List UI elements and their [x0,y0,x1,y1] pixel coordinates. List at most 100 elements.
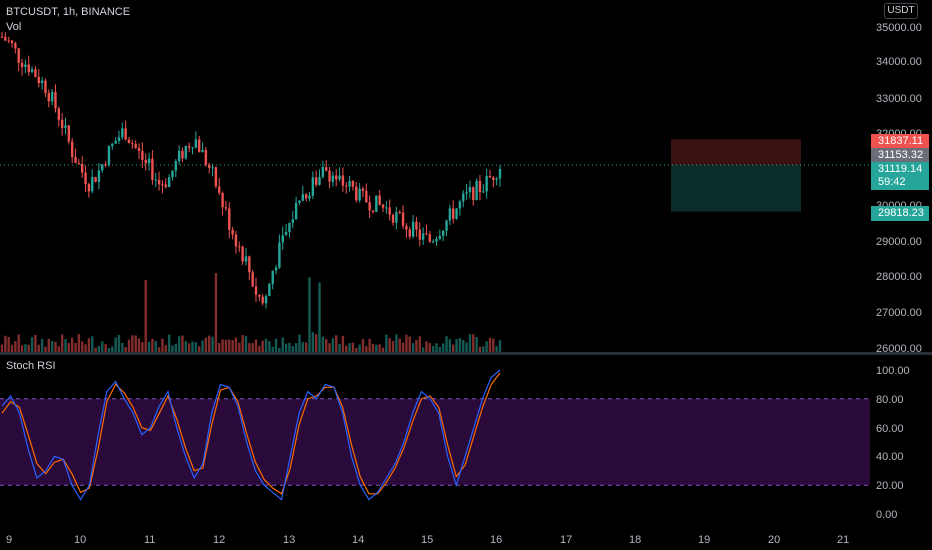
time-label: 17 [560,534,573,546]
candle-body [67,125,71,142]
candle-body [274,267,278,271]
volume-bar [17,334,20,352]
candle-body [391,214,395,223]
volume-bar [368,338,371,352]
volume-bar [214,273,218,352]
volume-bar [34,335,37,352]
candle-body [231,229,234,235]
volume-bar [335,335,338,352]
candle-body [234,234,238,247]
time-label: 19 [698,534,711,546]
volume-bar [91,336,94,352]
countdown-tag: 59:42 [871,175,929,190]
candle-body [375,195,378,212]
candle-body [408,229,411,237]
volume-bar [167,334,171,352]
volume-bar [375,344,378,352]
volume-bar [385,334,388,352]
volume-bar [294,343,298,352]
volume-bar [452,344,455,352]
oscillator-scale[interactable]: 100.00 80.00 60.00 40.00 20.00 0.00 [870,355,932,530]
candle-body [435,238,438,242]
volume-bar [365,346,368,352]
candle-body [87,183,91,192]
candle-body [141,151,144,160]
osc-tick: 60.00 [876,423,904,435]
volume-bar [421,347,425,352]
candle-body [184,146,188,159]
pane-divider[interactable] [0,352,932,355]
volume-bar [462,339,465,352]
currency-button[interactable]: USDT [884,3,918,19]
price-tick: 34000.00 [876,56,922,68]
time-label: 13 [283,534,296,546]
volume-bar [314,334,318,352]
symbol-legend[interactable]: BTCUSDT, 1h, BINANCE [6,6,131,18]
volume-bar [391,340,395,352]
stoch-rsi-legend[interactable]: Stoch RSI [6,360,56,372]
volume-legend[interactable]: Vol [6,21,22,33]
volume-bar [241,335,244,352]
volume-bar [47,338,50,352]
candle-body [311,177,315,196]
price-chart-pane[interactable] [0,0,870,352]
volume-bar [458,338,462,352]
volume-bar [238,342,241,352]
volume-bar [411,343,415,352]
candle-body [244,256,248,262]
candle-body [117,137,121,141]
candle-body [30,69,34,72]
volume-bar [171,345,174,352]
candle-body [70,141,74,157]
candle-body [411,221,415,237]
candle-body [258,294,261,297]
volume-bar [492,338,495,352]
volume-bar [361,339,365,352]
volume-bar [50,341,54,352]
volume-bar [204,337,208,352]
volume-bar [398,338,401,352]
volume-bar [84,344,87,352]
volume-bar [124,347,127,352]
volume-bar [164,345,167,352]
candle-body [208,164,211,168]
candle-body [284,232,288,236]
candle-body [124,128,127,140]
time-label: 20 [768,534,781,546]
candle-body [134,144,137,148]
volume-bar [425,341,428,352]
volume-bar [301,342,305,352]
volume-bar [258,345,261,352]
candle-body [488,175,492,178]
candle-body [361,188,365,191]
candle-body [378,195,381,205]
candle-body [264,296,268,304]
price-tick: 27000.00 [876,307,922,319]
candle-body [365,190,368,203]
candle-body [181,150,184,159]
candle-body [7,40,10,42]
candle-body [325,167,328,171]
candle-body [448,208,452,221]
volume-bar [114,337,117,352]
volume-bar [44,346,47,352]
stoch-rsi-pane[interactable] [0,355,870,530]
volume-bar [234,337,238,352]
candle-body [355,186,358,201]
candle-body [191,147,194,149]
candle-body [475,180,478,200]
volume-bar [218,343,221,352]
volume-bar [10,344,14,352]
volume-bar [111,346,114,352]
volume-bar [77,334,81,352]
time-scale[interactable]: 9 10 11 12 13 14 15 16 17 18 19 20 21 [0,530,932,550]
candle-body [174,161,177,171]
volume-bar [97,345,101,352]
volume-bar [278,347,281,352]
stoch-rsi-canvas[interactable] [0,355,870,530]
volume-bar [338,343,341,352]
volume-bar [495,346,498,352]
volume-bar [498,340,502,352]
candle-body [127,139,131,144]
price-chart-canvas[interactable] [0,0,870,352]
